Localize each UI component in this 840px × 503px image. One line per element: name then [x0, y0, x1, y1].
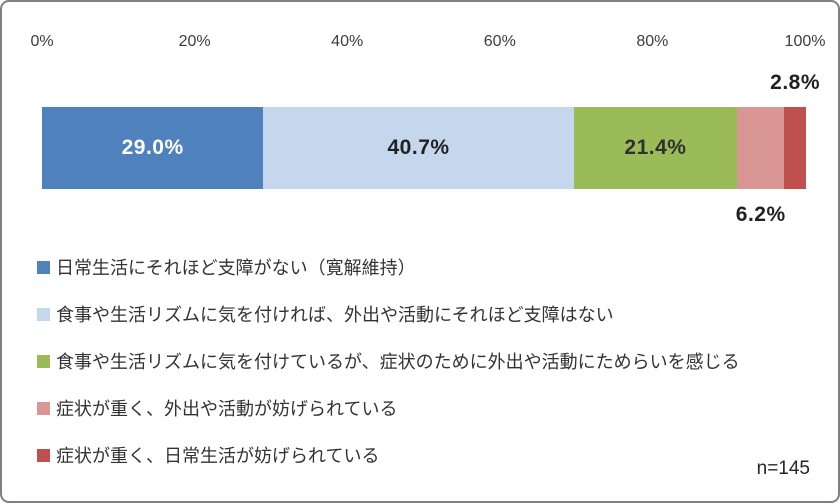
legend-item: 症状が重く、日常生活が妨げられている	[37, 443, 740, 467]
legend: 日常生活にそれほど支障がない（寛解維持） 食事や生活リズムに気を付ければ、外出や活…	[37, 255, 740, 490]
segment-value-label: 29.0%	[121, 136, 184, 159]
legend-swatch	[37, 307, 50, 321]
legend-swatch	[37, 401, 50, 415]
legend-item-label: 症状が重く、外出や活動が妨げられている	[56, 399, 398, 419]
legend-item-label: 食事や生活リズムに気を付けているが、症状のために外出や活動にためらいを感じる	[56, 352, 740, 372]
legend-item-label: 食事や生活リズムに気を付ければ、外出や活動にそれほど支障はない	[56, 305, 614, 325]
legend-swatch	[37, 354, 50, 368]
legend-item-label: 日常生活にそれほど支障がない（寛解維持）	[56, 258, 416, 278]
x-tick-label: 60%	[483, 33, 516, 50]
legend-item: 日常生活にそれほど支障がない（寛解維持）	[37, 255, 740, 279]
legend-item: 食事や生活リズムに気を付ければ、外出や活動にそれほど支障はない	[37, 302, 740, 326]
x-tick-label: 40%	[331, 33, 364, 50]
legend-item-label: 症状が重く、日常生活が妨げられている	[56, 446, 380, 466]
legend-swatch	[37, 448, 50, 462]
stacked-bar: 29.0% 40.7% 21.4%	[42, 107, 806, 189]
sample-size-label: n=145	[756, 458, 810, 479]
legend-swatch	[37, 260, 50, 274]
outside-value-label: 2.8%	[770, 71, 821, 94]
x-tick-label: 80%	[636, 33, 669, 50]
legend-item: 症状が重く、外出や活動が妨げられている	[37, 396, 740, 420]
bar-segment: 21.4%	[573, 107, 738, 189]
bar-segment	[737, 107, 785, 189]
legend-item: 食事や生活リズムに気を付けているが、症状のために外出や活動にためらいを感じる	[37, 349, 740, 373]
outside-value-label: 6.2%	[735, 203, 786, 226]
bar-segment: 40.7%	[263, 107, 574, 189]
x-tick-label: 100%	[784, 33, 826, 50]
bar-segment	[784, 107, 806, 189]
segment-value-label: 40.7%	[387, 136, 450, 159]
x-tick-label: 0%	[30, 33, 54, 50]
bar-segment: 29.0%	[42, 107, 264, 189]
x-tick-label: 20%	[178, 33, 211, 50]
segment-value-label: 21.4%	[624, 136, 687, 159]
